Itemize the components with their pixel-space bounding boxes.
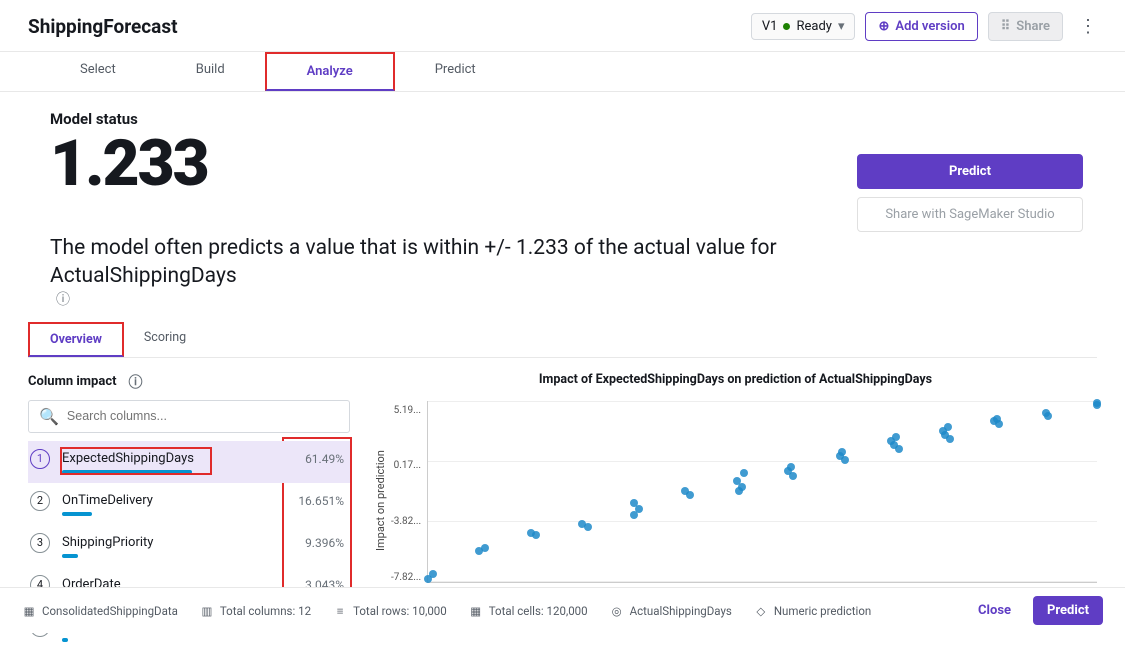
- footer-dataset: ▦ConsolidatedShippingData: [22, 604, 178, 618]
- chart: Impact on prediction 5.19...0.17...-3.82…: [374, 401, 1097, 601]
- scatter-point: [1044, 412, 1052, 420]
- scatter-point: [895, 445, 903, 453]
- impact-rank: 2: [30, 491, 50, 511]
- share-sagemaker-button: Share with SageMaker Studio: [857, 197, 1083, 232]
- model-metric: 1.233: [50, 130, 208, 197]
- analysis-subtabs: Overview Scoring: [28, 322, 1097, 358]
- model-actions: Predict Share with SageMaker Studio: [857, 154, 1083, 232]
- info-icon[interactable]: ⓘ: [56, 291, 70, 310]
- scatter-point: [532, 531, 540, 539]
- chart-y-axis: 5.19...0.17...-3.82...-7.82...: [387, 401, 427, 601]
- subtab-overview[interactable]: Overview: [28, 322, 124, 357]
- impact-bar: [62, 470, 192, 474]
- tab-build[interactable]: Build: [156, 52, 265, 91]
- scatter-point: [838, 448, 846, 456]
- impact-column-name: ExpectedShippingDays: [62, 451, 286, 466]
- page-title: ShippingForecast: [28, 15, 178, 38]
- footer-type: ◇Numeric prediction: [754, 604, 871, 618]
- content: Model status 1.233 Predict Share with Sa…: [0, 92, 1125, 651]
- subtab-scoring[interactable]: Scoring: [124, 322, 206, 357]
- tab-predict[interactable]: Predict: [395, 52, 516, 91]
- header-actions: V1 Ready ▾ ⊕ Add version ⠿ Share ⋮: [751, 12, 1103, 41]
- target-icon: ◎: [610, 604, 624, 618]
- impact-column-name: ShippingPriority: [62, 535, 286, 550]
- chart-y-label: Impact on prediction: [374, 401, 387, 601]
- scatter-point: [946, 435, 954, 443]
- version-selector[interactable]: V1 Ready ▾: [751, 13, 856, 40]
- share-label: Share: [1016, 19, 1050, 34]
- share-button: ⠿ Share: [988, 12, 1063, 41]
- scatter-point: [686, 491, 694, 499]
- more-menu-icon[interactable]: ⋮: [1073, 16, 1103, 37]
- close-button[interactable]: Close: [968, 597, 1021, 624]
- scatter-point: [841, 456, 849, 464]
- scatter-point: [429, 570, 437, 578]
- footer: ▦ConsolidatedShippingData ▥Total columns…: [0, 587, 1125, 633]
- footer-target: ◎ActualShippingDays: [610, 604, 732, 618]
- scatter-point: [630, 511, 638, 519]
- scatter-point: [1093, 399, 1101, 407]
- scatter-point: [481, 544, 489, 552]
- plus-circle-icon: ⊕: [878, 19, 889, 34]
- scatter-point: [995, 420, 1003, 428]
- status-label: Ready: [796, 19, 831, 34]
- footer-cells: ▦Total cells: 120,000: [469, 604, 588, 618]
- scatter-point: [944, 423, 952, 431]
- tag-icon: ◇: [754, 604, 768, 618]
- footer-actions: Close Predict: [968, 596, 1103, 625]
- search-input[interactable]: [67, 409, 339, 423]
- tab-select[interactable]: Select: [40, 52, 156, 91]
- impact-rank: 1: [30, 449, 50, 469]
- people-icon: ⠿: [1001, 19, 1011, 34]
- predict-button[interactable]: Predict: [857, 154, 1083, 189]
- rows-icon: ≡: [333, 604, 347, 618]
- scatter-point: [892, 433, 900, 441]
- column-impact-row[interactable]: 2 OnTimeDelivery 16.651%: [28, 483, 350, 525]
- scatter-point: [738, 483, 746, 491]
- footer-predict-button[interactable]: Predict: [1033, 596, 1103, 625]
- scatter-point: [789, 472, 797, 480]
- column-impact-row[interactable]: 3 ShippingPriority 9.396%: [28, 525, 350, 567]
- info-icon[interactable]: ⓘ: [129, 372, 143, 392]
- column-impact-label: Column impact: [28, 374, 117, 389]
- model-status-row: 1.233 Predict Share with SageMaker Studi…: [50, 130, 1097, 232]
- footer-rows: ≡Total rows: 10,000: [333, 604, 447, 618]
- header: ShippingForecast V1 Ready ▾ ⊕ Add versio…: [0, 0, 1125, 52]
- chart-plot: 57911131518 ExpectedShippingDays: [427, 401, 1097, 583]
- column-search[interactable]: 🔍: [28, 400, 350, 433]
- impact-bar: [62, 554, 78, 558]
- impact-bar: [62, 638, 68, 642]
- column-impact-row[interactable]: 1 ExpectedShippingDays 61.49%: [28, 441, 350, 483]
- scatter-point: [787, 463, 795, 471]
- chevron-down-icon: ▾: [838, 19, 845, 34]
- grid-icon: ▦: [469, 604, 483, 618]
- status-dot: [783, 23, 790, 30]
- add-version-button[interactable]: ⊕ Add version: [865, 12, 977, 41]
- chart-title: Impact of ExpectedShippingDays on predic…: [374, 372, 1097, 387]
- search-icon: 🔍: [39, 407, 59, 426]
- impact-column-name: OnTimeDelivery: [62, 493, 286, 508]
- impact-percent: 9.396%: [286, 536, 344, 550]
- tab-analyze[interactable]: Analyze: [265, 52, 395, 91]
- main-tabs: Select Build Analyze Predict: [0, 52, 1125, 92]
- model-description: The model often predicts a value that is…: [50, 234, 840, 310]
- add-version-label: Add version: [895, 19, 964, 34]
- model-description-text: The model often predicts a value that is…: [50, 234, 840, 291]
- impact-percent: 61.49%: [286, 452, 344, 466]
- footer-cols: ▥Total columns: 12: [200, 604, 311, 618]
- version-label: V1: [762, 19, 778, 34]
- column-impact-heading: Column impact ⓘ: [28, 372, 350, 392]
- columns-icon: ▥: [200, 604, 214, 618]
- impact-bar: [62, 512, 92, 516]
- scatter-point: [740, 469, 748, 477]
- impact-percent: 16.651%: [286, 494, 344, 508]
- table-icon: ▦: [22, 604, 36, 618]
- scatter-point: [584, 523, 592, 531]
- impact-rank: 3: [30, 533, 50, 553]
